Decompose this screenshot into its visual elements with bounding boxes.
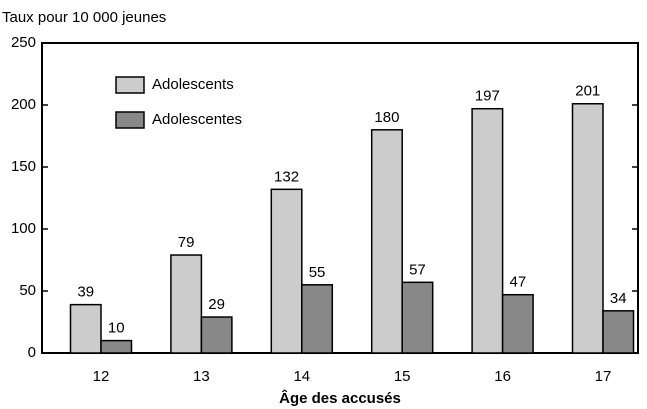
y-tick-label: 0: [28, 344, 36, 361]
x-tick-label: 13: [193, 368, 210, 385]
y-tick-label: 50: [19, 282, 36, 299]
value-label: 132: [274, 168, 299, 185]
bar: [100, 339, 133, 354]
x-axis-label: Âge des accusés: [279, 389, 401, 407]
bar: [471, 107, 504, 354]
value-label: 55: [309, 264, 326, 281]
value-label: 197: [475, 88, 500, 105]
value-label: 57: [409, 261, 426, 278]
value-label: 79: [178, 234, 195, 251]
y-tick-label: 250: [11, 34, 36, 51]
bar: [602, 310, 635, 354]
y-tick-label: 100: [11, 220, 36, 237]
legend-label: Adolescents: [152, 76, 234, 93]
legend-swatch: [115, 76, 145, 94]
value-label: 29: [208, 296, 225, 313]
bar: [370, 129, 403, 354]
bar: [501, 293, 534, 354]
x-tick-label: 14: [293, 368, 310, 385]
value-label: 201: [575, 83, 600, 100]
bar: [270, 188, 303, 354]
value-label: 47: [510, 274, 527, 291]
x-tick-label: 15: [394, 368, 411, 385]
y-tick-label: 200: [11, 96, 36, 113]
legend-label: Adolescentes: [152, 111, 242, 128]
legend-swatch: [115, 111, 145, 129]
bar: [301, 284, 334, 354]
x-tick-label: 17: [595, 368, 612, 385]
plot-frame: [41, 42, 639, 354]
y-axis-label: Taux pour 10 000 jeunes: [2, 9, 166, 26]
value-label: 180: [374, 109, 399, 126]
bar: [170, 254, 203, 354]
x-tick-label: 16: [494, 368, 511, 385]
bar: [69, 303, 102, 354]
x-tick-label: 12: [93, 368, 110, 385]
value-label: 39: [77, 284, 94, 301]
bar: [571, 103, 604, 354]
y-tick-label: 150: [11, 158, 36, 175]
bar: [200, 316, 233, 354]
value-label: 10: [108, 320, 125, 337]
bar: [401, 281, 434, 354]
value-label: 34: [610, 290, 627, 307]
